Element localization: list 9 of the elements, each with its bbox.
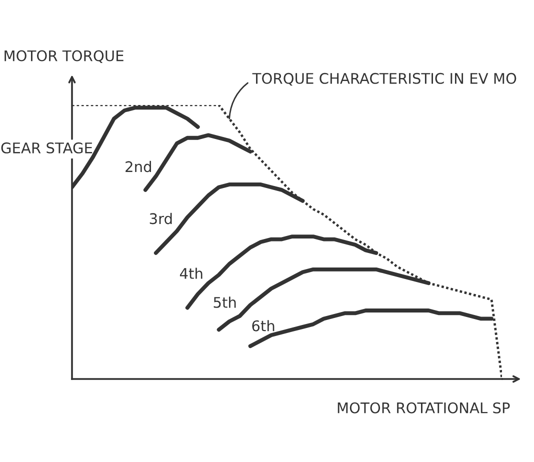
series-label: 6th [252,320,274,332]
series-label: 5th [214,296,236,308]
x-axis-title: MOTOR ROTATIONAL SP [338,402,510,414]
series-label: 2nd [126,160,151,172]
text: TORQUE CHARACTERISTIC IN EV MO [252,72,516,86]
y-axis-title: MOTOR TORQUE [4,50,124,63]
series-label: 3rd [150,212,172,224]
series-label: 4th [180,268,202,279]
series-label: GEAR STAGE [1,142,92,154]
